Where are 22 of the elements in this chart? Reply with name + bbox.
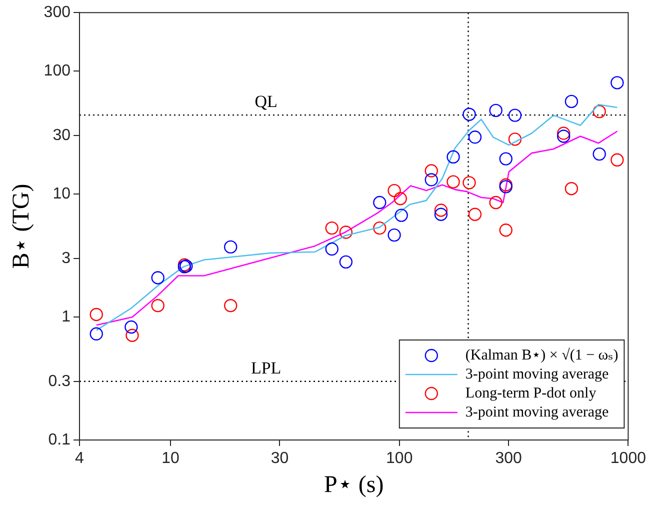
y-tick-label: 0.3: [48, 372, 71, 390]
x-tick-label: 100: [386, 450, 413, 468]
y-tick-label: 30: [52, 126, 71, 144]
ref-line-label: QL: [254, 92, 278, 112]
y-tick-label: 300: [44, 4, 71, 22]
x-tick-label: 1000: [610, 450, 646, 468]
y-axis-title: B⋆ (TG): [8, 184, 35, 269]
y-tick-label: 1: [62, 308, 71, 326]
x-tick-label: 4: [75, 450, 84, 468]
y-tick-label: 3: [62, 250, 71, 267]
x-axis-title: P⋆ (s): [324, 472, 384, 498]
x-tick-label: 300: [495, 450, 522, 468]
legend-label: 3-point moving average: [465, 404, 610, 420]
x-tick-label: 30: [270, 450, 289, 468]
x-tick-label: 10: [162, 450, 180, 468]
legend-label: 3-point moving average: [465, 366, 610, 382]
ref-line-label: LPL: [250, 358, 282, 378]
legend-label: (Kalman B⋆) × √(1 − ωₛ): [465, 347, 618, 364]
y-tick-label: 10: [52, 186, 71, 203]
y-tick-label: 0.1: [48, 431, 71, 448]
legend-label: Long-term P-dot only: [465, 385, 597, 402]
y-tick-label: 100: [44, 62, 71, 80]
